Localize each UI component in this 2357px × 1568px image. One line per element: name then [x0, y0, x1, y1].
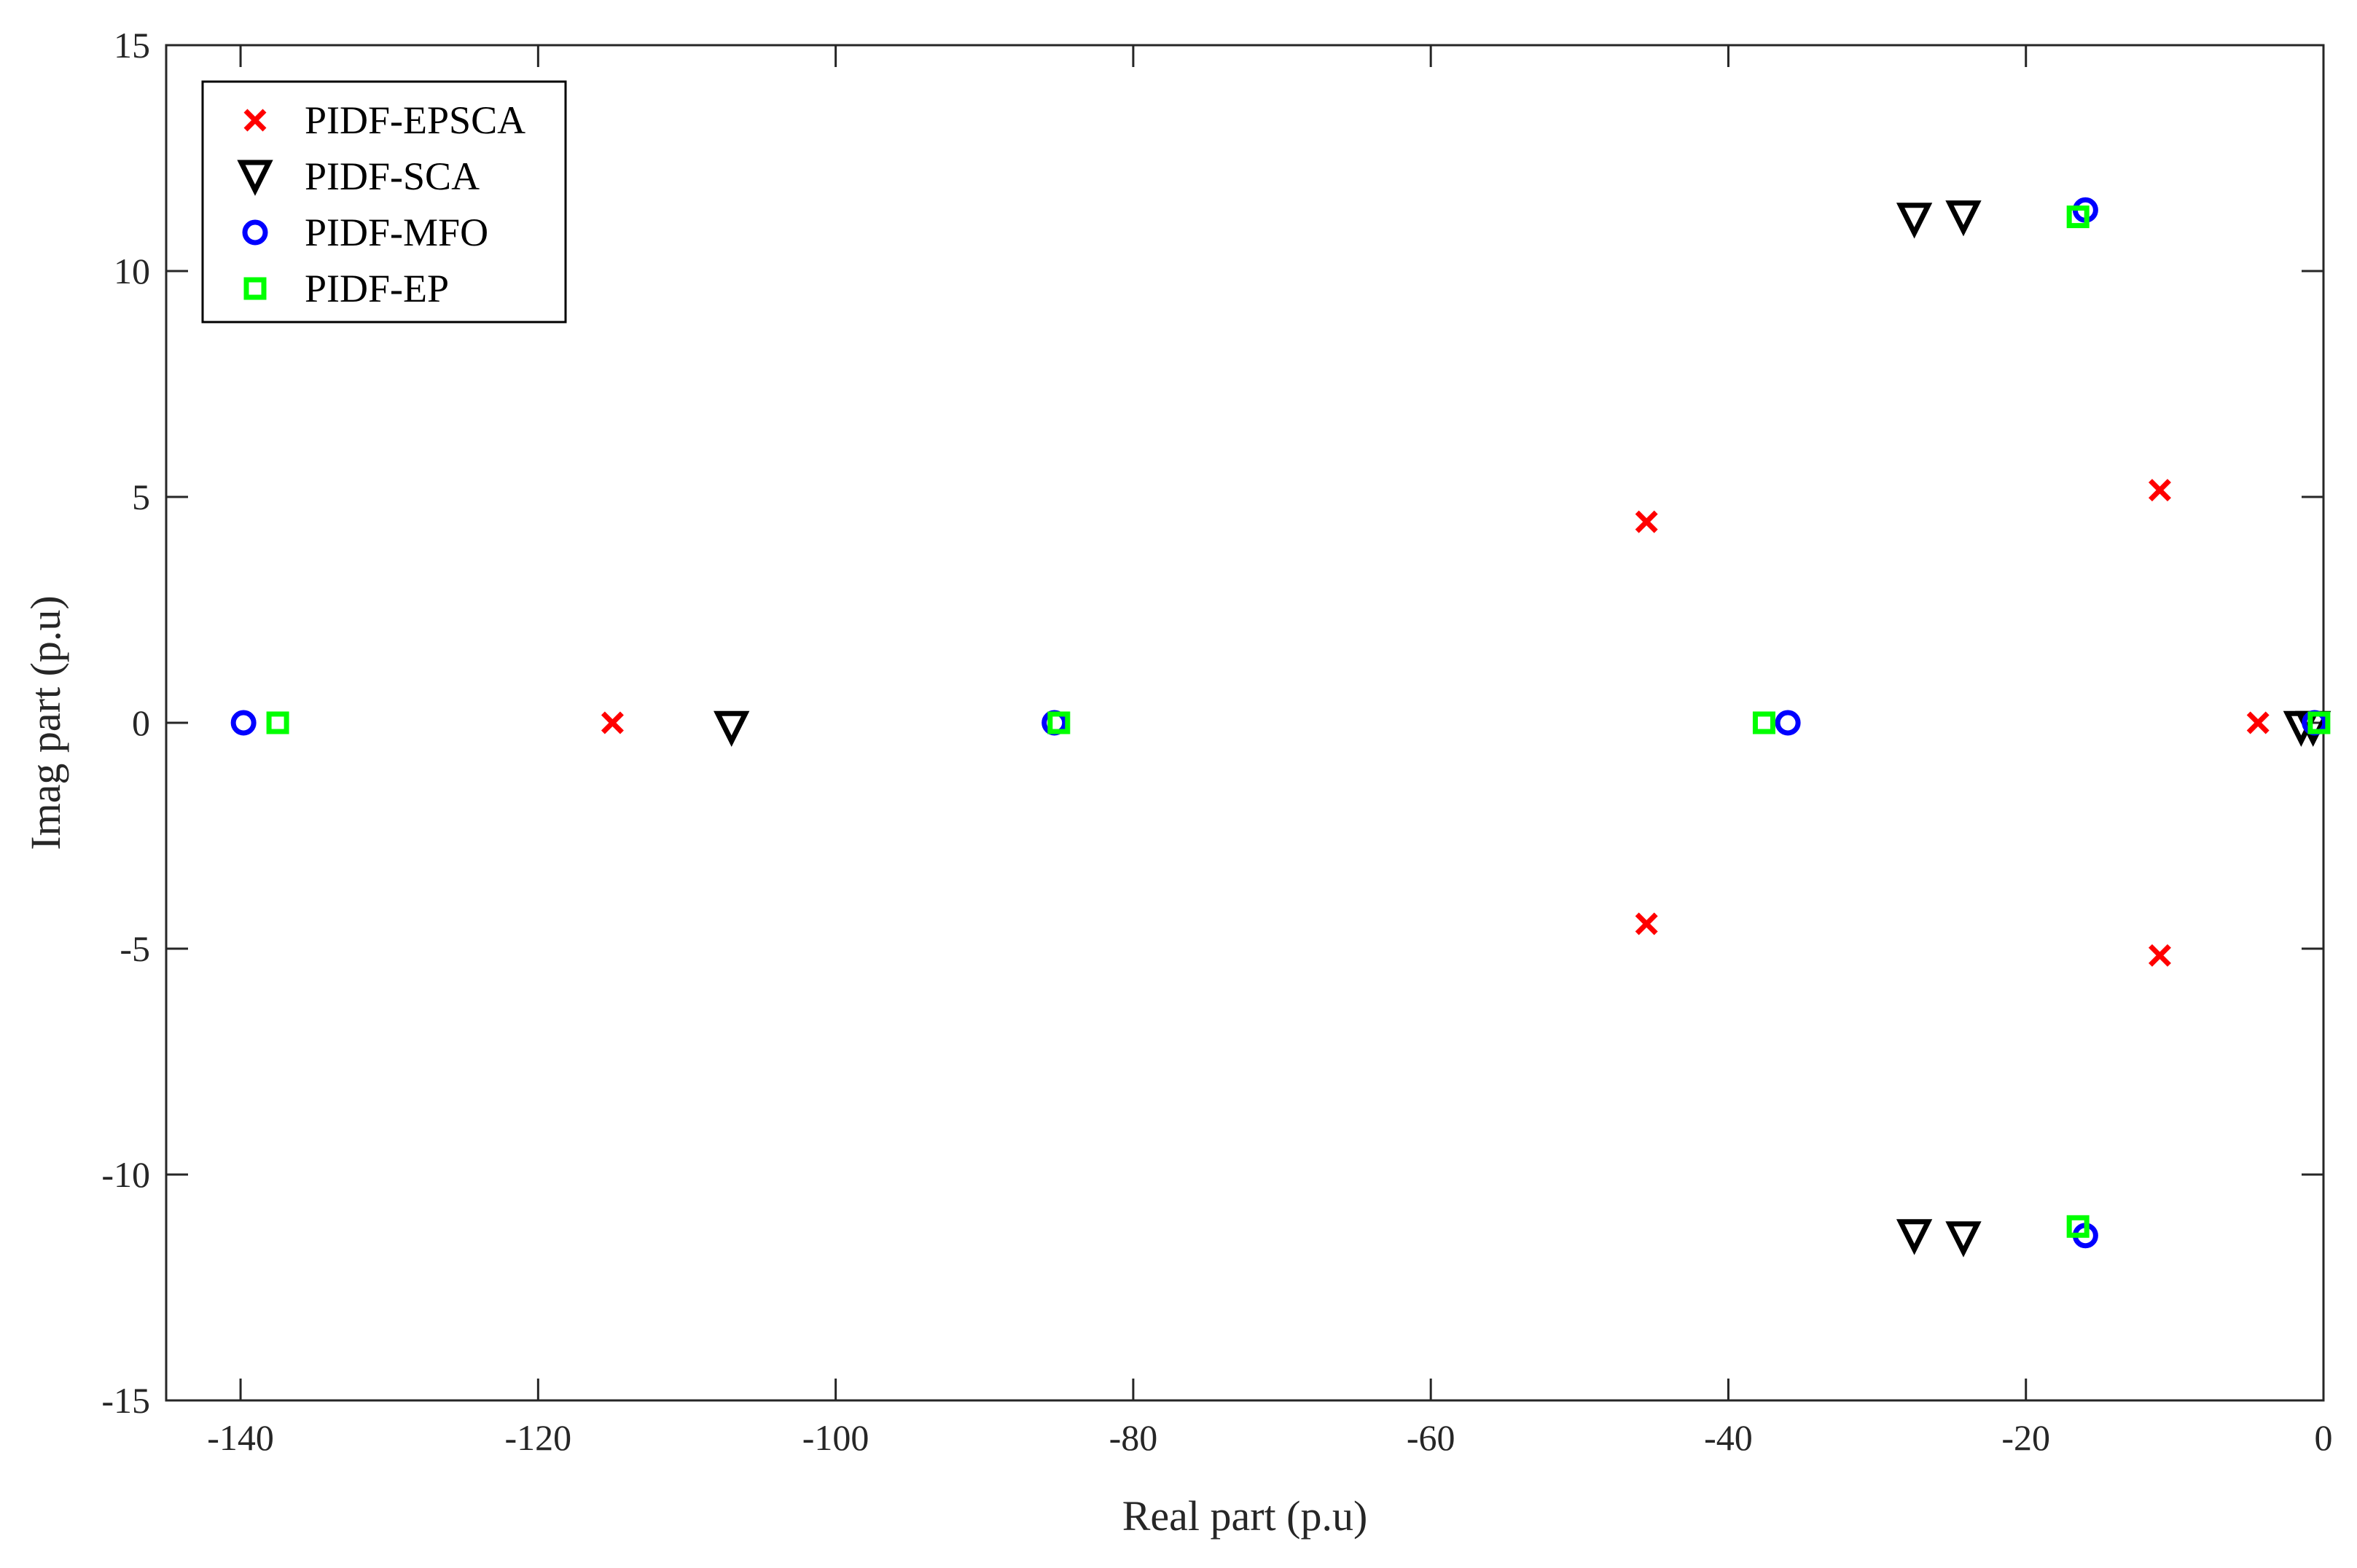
- data-point: [601, 711, 624, 734]
- triangle-shape: [1945, 200, 1982, 237]
- legend-label: PIDF-EP: [305, 267, 449, 310]
- data-point: [2066, 1215, 2090, 1238]
- series-pidf-ep: [266, 205, 2331, 1238]
- data-point: [2307, 711, 2331, 734]
- x-stroke: [601, 711, 624, 734]
- data-point: [2148, 479, 2171, 502]
- legend-entry: PIDF-EPSCA: [243, 98, 525, 142]
- square-shape: [1752, 711, 1775, 734]
- data-point: [1945, 1221, 1982, 1258]
- x-tick-label: -80: [1109, 1417, 1158, 1458]
- series-pidf-epsca: [601, 479, 2270, 967]
- x-stroke: [1635, 510, 1658, 533]
- legend-label: PIDF-EPSCA: [305, 98, 525, 142]
- data-point: [1775, 710, 1801, 736]
- square-shape: [266, 711, 289, 734]
- x-tick-label: -140: [207, 1417, 274, 1458]
- data-point: [2246, 711, 2270, 734]
- x-tick-label: 0: [2315, 1417, 2333, 1458]
- square-shape: [243, 277, 267, 300]
- legend: PIDF-EPSCA PIDF-SCA PIDF-MFO PIDF-EP: [201, 80, 567, 324]
- circle-shape: [242, 219, 268, 246]
- x-tick-label: -40: [1704, 1417, 1753, 1458]
- data-point: [2148, 944, 2171, 967]
- y-tick-label: 15: [114, 25, 150, 66]
- circle-shape: [1775, 710, 1801, 736]
- x-tick-label: -60: [1407, 1417, 1455, 1458]
- triangle-shape: [1896, 1219, 1933, 1255]
- x-stroke: [1635, 912, 1658, 936]
- data-point: [1635, 912, 1658, 936]
- square-shape: [2307, 711, 2331, 734]
- data-point: [1047, 711, 1071, 734]
- data-point: [1896, 1219, 1933, 1255]
- y-axis-label: Imag part (p.u): [22, 595, 69, 850]
- axis-tick-labels: -140 -120 -100 -80 -60 -40 -20 0 -15 -10 -5 0 5 10 15: [101, 25, 2332, 1458]
- legend-label: PIDF-SCA: [305, 154, 480, 198]
- x-stroke: [2246, 711, 2270, 734]
- square-shape: [2066, 205, 2090, 229]
- x-tick-label: -120: [505, 1417, 572, 1458]
- legend-marker: [243, 109, 267, 132]
- legend-marker: [237, 160, 273, 196]
- legend-entry: PIDF-MFO: [242, 211, 488, 254]
- data-point: [1896, 203, 1933, 239]
- data-point: [230, 710, 257, 736]
- triangle-shape: [237, 160, 273, 196]
- legend-marker: [243, 277, 267, 300]
- legend-marker: [242, 219, 268, 246]
- circle-shape: [230, 710, 257, 736]
- triangle-shape: [714, 710, 750, 748]
- x-tick-label: -100: [802, 1417, 869, 1458]
- data-point: [714, 710, 750, 748]
- y-tick-label: 10: [114, 251, 150, 291]
- square-shape: [2066, 1215, 2090, 1238]
- square-shape: [1047, 711, 1071, 734]
- y-tick-label: -5: [120, 928, 150, 969]
- y-tick-label: 0: [132, 702, 150, 743]
- data-points: [230, 197, 2331, 1258]
- legend-label: PIDF-MFO: [305, 211, 488, 254]
- y-tick-label: -15: [101, 1380, 150, 1421]
- x-axis-label: Real part (p.u): [1122, 1492, 1368, 1540]
- data-point: [2066, 205, 2090, 229]
- triangle-shape: [1945, 1221, 1982, 1258]
- series-pidf-sca: [714, 200, 2331, 1258]
- series-pidf-mfo: [230, 197, 2328, 1249]
- x-stroke: [2148, 944, 2171, 967]
- legend-entry: PIDF-SCA: [237, 154, 480, 198]
- legend-entry: PIDF-EP: [243, 267, 449, 310]
- data-point: [266, 711, 289, 734]
- x-stroke: [243, 109, 267, 132]
- data-point: [1752, 711, 1775, 734]
- y-tick-label: 5: [132, 477, 150, 517]
- y-tick-label: -10: [101, 1154, 150, 1195]
- data-point: [1945, 200, 1982, 237]
- data-point: [1635, 510, 1658, 533]
- x-tick-label: -20: [2001, 1417, 2050, 1458]
- x-stroke: [2148, 479, 2171, 502]
- triangle-shape: [1896, 203, 1933, 239]
